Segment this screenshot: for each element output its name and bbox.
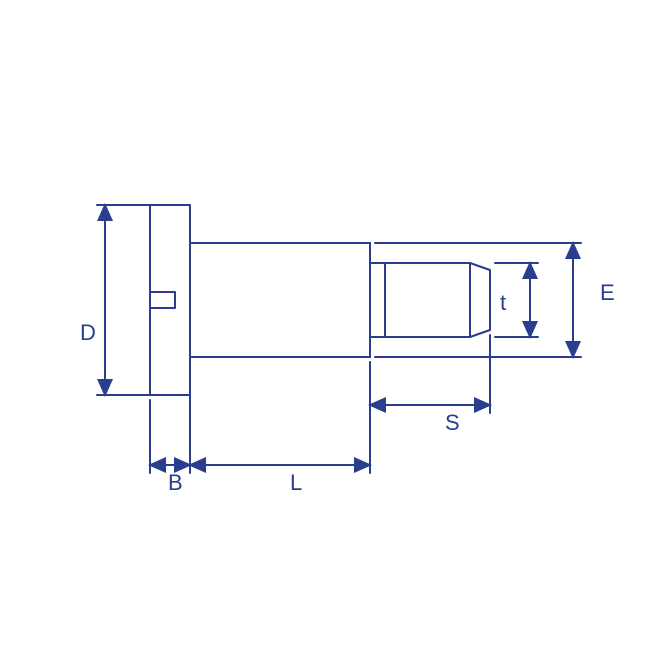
tip-chamfer — [470, 263, 490, 337]
extension-lines — [97, 205, 581, 473]
drive-slot — [150, 292, 175, 308]
label-E: E — [600, 280, 615, 305]
neck-step — [370, 243, 385, 357]
screw-diagram — [97, 205, 581, 473]
shoulder-body — [190, 243, 370, 357]
dimension-labels: D B L S t E — [80, 280, 615, 495]
screw-head — [150, 205, 190, 395]
label-S: S — [445, 410, 460, 435]
label-t: t — [500, 290, 506, 315]
label-B: B — [168, 470, 183, 495]
thread-body — [385, 263, 470, 337]
label-D: D — [80, 320, 96, 345]
label-L: L — [290, 470, 302, 495]
